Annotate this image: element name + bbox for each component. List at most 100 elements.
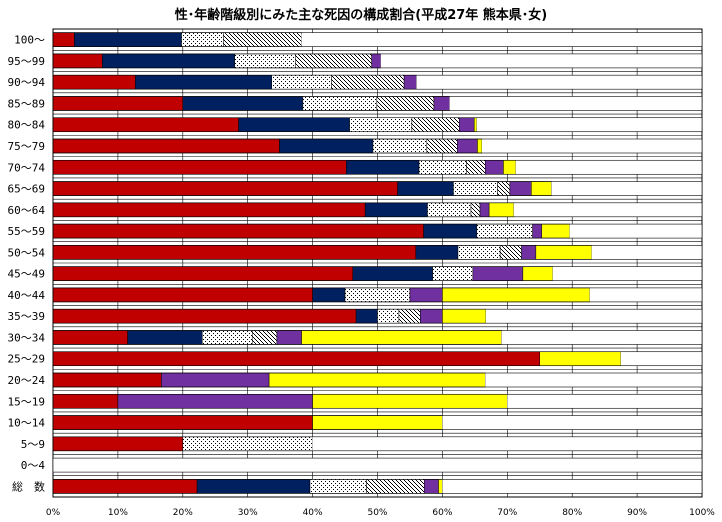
bar-segment (497, 181, 511, 196)
category-label: 35～39 (8, 310, 46, 323)
bar-segment (415, 245, 459, 260)
x-tick-label: 30% (238, 508, 258, 518)
bar-outline (52, 308, 703, 324)
bar-segment (202, 330, 253, 345)
bar-segment (551, 181, 702, 196)
category-label: 5～9 (21, 438, 45, 451)
bar-outline (52, 117, 703, 133)
bar-segment (485, 373, 702, 387)
bar-segment (349, 117, 413, 132)
bar-segment (442, 479, 702, 494)
bar-segment (457, 245, 501, 260)
bar-segment (344, 287, 411, 303)
bar-segment (251, 330, 278, 345)
bar-segment (52, 223, 424, 239)
bar-segment (196, 479, 311, 494)
bar-segment (438, 479, 443, 494)
bar-segment (522, 266, 553, 281)
bar-outline (52, 415, 703, 430)
x-tick-label: 50% (367, 508, 387, 518)
bar-segment (376, 96, 435, 111)
bar-segment (591, 245, 702, 260)
category-label: 85～89 (8, 97, 46, 110)
bar-segment (52, 74, 136, 90)
bar-segment (312, 415, 443, 430)
bar-segment (295, 53, 372, 69)
bar-segment (52, 330, 128, 345)
bar-segment (507, 394, 702, 409)
category-label: 30～34 (8, 331, 46, 344)
bar-outline (52, 266, 703, 281)
bar-segment (301, 32, 702, 47)
bar-outline (52, 53, 703, 69)
bar-segment (234, 53, 296, 69)
bar-segment (423, 223, 478, 239)
bar-outline (52, 436, 703, 452)
bar-segment (52, 32, 75, 47)
bar-outline (52, 457, 703, 473)
bar-segment (509, 181, 532, 196)
bar-segment (52, 394, 119, 409)
bar-segment (459, 117, 475, 132)
bar-segment (485, 309, 702, 324)
x-tick-label: 70% (497, 508, 517, 518)
bar-segment (53, 458, 702, 473)
bar-segment (433, 96, 450, 111)
bar-segment (52, 53, 103, 69)
bar-segment (346, 160, 420, 175)
bar-segment (52, 479, 198, 494)
bar-segment (371, 53, 381, 69)
bar-segment (52, 181, 398, 196)
bar-segment (481, 139, 702, 153)
bar-segment (238, 117, 350, 132)
bar-segment (364, 202, 428, 218)
x-tick-label: 80% (562, 508, 582, 518)
bar-outline (52, 479, 703, 494)
bar-segment (409, 287, 443, 303)
bar-segment (515, 160, 702, 175)
bar-segment (312, 394, 508, 409)
bar-outline (52, 202, 703, 218)
category-label: 100～ (14, 34, 45, 47)
bar-segment (127, 330, 203, 345)
bar-segment (52, 245, 417, 260)
bar-segment (449, 96, 702, 111)
bar-segment (470, 202, 481, 218)
bar-segment (541, 223, 570, 239)
bar-outline (52, 330, 703, 345)
bar-segment (352, 266, 433, 281)
x-tick-label: 10% (108, 508, 128, 518)
bar-segment (539, 351, 622, 366)
x-tick-label: 0% (46, 508, 61, 518)
bar-segment (117, 394, 313, 409)
bar-segment (271, 74, 332, 90)
bar-segment (312, 287, 346, 303)
bar-segment (397, 181, 454, 196)
bar-segment (331, 74, 405, 90)
bar-segment (411, 117, 460, 132)
category-label: 90～94 (8, 76, 46, 89)
bar-segment (442, 287, 590, 303)
bar-segment (442, 308, 487, 324)
bar-segment (426, 138, 458, 154)
bar-segment (355, 308, 378, 324)
category-label: 65～69 (8, 183, 46, 196)
category-label: 70～74 (8, 161, 46, 174)
bar-outline (52, 287, 703, 303)
bar-outline (52, 74, 703, 90)
bar-segment (398, 308, 421, 324)
bar-segment (403, 74, 417, 90)
category-label: 20～24 (8, 374, 46, 387)
bar-segment (52, 202, 366, 218)
bar-segment (52, 117, 239, 132)
bar-outline (52, 32, 703, 47)
bar-segment (52, 436, 184, 452)
bar-segment (161, 372, 270, 388)
bar-segment (488, 202, 515, 218)
bar-segment (499, 245, 522, 260)
bar-segment (302, 96, 378, 111)
bar-segment (453, 181, 498, 196)
category-label: 総 数 (12, 479, 45, 493)
category-label: 15～19 (8, 395, 46, 408)
bar-segment (432, 266, 474, 281)
